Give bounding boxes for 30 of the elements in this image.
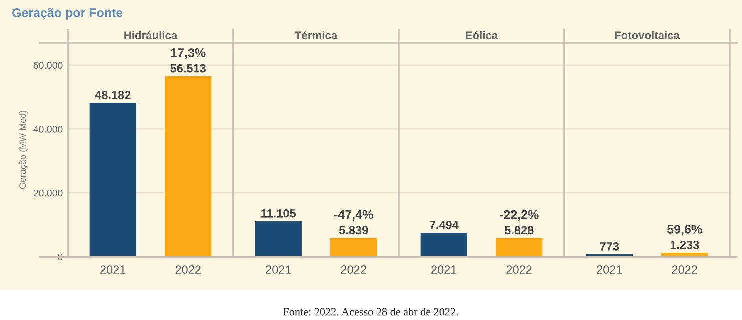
source-note: Fonte: 2022. Acesso 28 de abr de 2022. [284, 308, 458, 316]
chart-title: Fotovoltaica [615, 31, 680, 40]
chart-title: Eólica [466, 31, 498, 40]
data-label: 1.233 [670, 240, 700, 250]
y-tick-label: 60.000 [34, 62, 63, 69]
x-tick-label: 2021 [597, 266, 622, 274]
data-label: 11.105 [262, 209, 296, 218]
chart-title: Térmica [295, 31, 338, 40]
y-tick-label: 20.000 [34, 190, 63, 197]
x-tick-label: 2022 [176, 266, 201, 274]
text: Geração por Fonte [12, 8, 123, 20]
data-label: 773 [600, 242, 620, 251]
x-tick-label: 2021 [432, 266, 457, 274]
y-tick-label: 40.000 [34, 126, 63, 133]
x-tick-label: 2022 [506, 266, 532, 274]
chart-title: Hidráulica [124, 31, 178, 40]
x-tick-label: 2022 [672, 266, 698, 274]
annotation: -22,2% [500, 210, 539, 222]
annotation: -47,4% [334, 210, 374, 222]
data-label: 5.828 [504, 226, 534, 235]
annotation: 17,3% [171, 48, 206, 60]
x-tick-label: 2021 [100, 266, 126, 274]
annotation: 59,6% [668, 225, 702, 236]
x-tick-label: 2021 [266, 266, 292, 274]
data-label: 56.513 [170, 64, 206, 73]
y-axis-title: Geração (MW Med) [19, 110, 28, 190]
data-label: 48.182 [95, 91, 131, 100]
data-label: 5.839 [339, 226, 368, 235]
data-label: 7.494 [430, 220, 459, 230]
x-tick-label: 2022 [341, 266, 366, 274]
